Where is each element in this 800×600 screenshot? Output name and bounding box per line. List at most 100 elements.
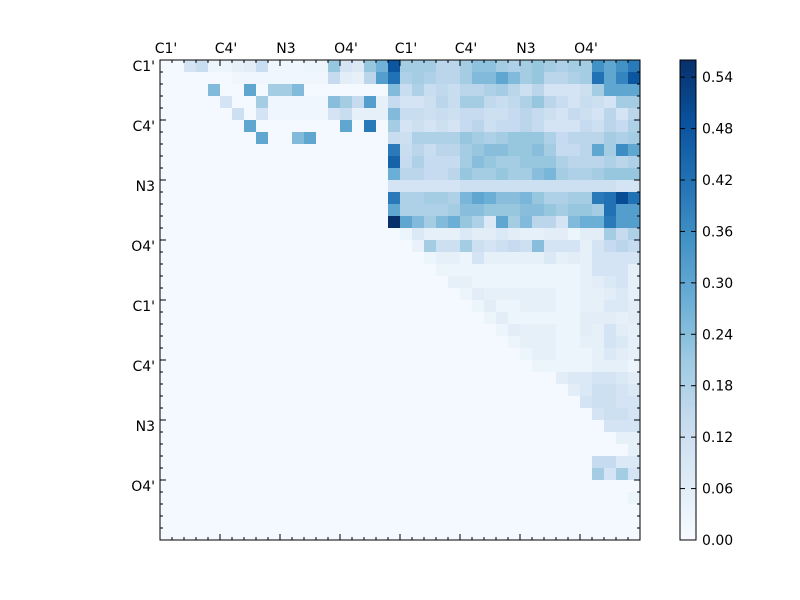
heatmap-cell	[592, 300, 605, 313]
heatmap-cell	[292, 360, 305, 373]
heatmap-cell	[340, 492, 353, 505]
heatmap-cell	[592, 288, 605, 301]
heatmap-cell	[316, 432, 329, 445]
heatmap-cell	[268, 528, 281, 541]
heatmap-cell	[316, 408, 329, 421]
heatmap-cell	[448, 72, 461, 85]
heatmap-cell	[436, 384, 449, 397]
heatmap-cell	[580, 108, 593, 121]
heatmap-cell	[244, 444, 257, 457]
heatmap-cell	[328, 516, 341, 529]
heatmap-cell	[436, 324, 449, 337]
heatmap-cell	[208, 456, 221, 469]
heatmap-cell	[412, 300, 425, 313]
heatmap-cell	[400, 228, 413, 241]
heatmap-cell	[328, 420, 341, 433]
heatmap-cell	[616, 276, 629, 289]
y-tick-label: O4'	[131, 479, 155, 495]
heatmap-cell	[508, 228, 521, 241]
heatmap-cell	[244, 432, 257, 445]
heatmap-cell	[340, 204, 353, 217]
heatmap-cell	[568, 468, 581, 481]
heatmap-cell	[616, 240, 629, 253]
heatmap-cell	[316, 192, 329, 205]
heatmap-cell	[544, 372, 557, 385]
heatmap-cell	[280, 180, 293, 193]
heatmap-cell	[364, 420, 377, 433]
heatmap-cell	[616, 348, 629, 361]
heatmap-cell	[400, 360, 413, 373]
heatmap-cell	[628, 396, 641, 409]
heatmap-cell	[172, 120, 185, 133]
heatmap-cell	[568, 156, 581, 169]
heatmap-cell	[508, 456, 521, 469]
heatmap-cell	[160, 60, 173, 73]
heatmap-cell	[268, 228, 281, 241]
heatmap-cell	[424, 72, 437, 85]
heatmap-cell	[532, 468, 545, 481]
heatmap-cell	[316, 156, 329, 169]
heatmap-cell	[424, 300, 437, 313]
heatmap-cell	[508, 516, 521, 529]
heatmap-cell	[316, 420, 329, 433]
heatmap-cell	[352, 420, 365, 433]
colorbar-tick-label: 0.30	[702, 276, 733, 292]
heatmap-cell	[208, 252, 221, 265]
heatmap-cell	[628, 516, 641, 529]
heatmap-cell	[268, 264, 281, 277]
heatmap-cell	[196, 72, 209, 85]
heatmap-cell	[388, 276, 401, 289]
heatmap-cell	[544, 324, 557, 337]
heatmap-cell	[532, 108, 545, 121]
heatmap-cell	[172, 168, 185, 181]
heatmap-cell	[400, 132, 413, 145]
heatmap-cell	[196, 228, 209, 241]
heatmap-cell	[412, 348, 425, 361]
heatmap-cell	[496, 504, 509, 517]
heatmap-cell	[400, 192, 413, 205]
heatmap-cell	[256, 180, 269, 193]
heatmap-cell	[328, 384, 341, 397]
heatmap-cell	[412, 72, 425, 85]
heatmap-cell	[388, 72, 401, 85]
heatmap-cell	[472, 216, 485, 229]
heatmap-cell	[556, 444, 569, 457]
heatmap-cell	[232, 456, 245, 469]
heatmap-cell	[172, 108, 185, 121]
heatmap-cell	[412, 420, 425, 433]
heatmap-cell	[268, 72, 281, 85]
colorbar-tick-label: 0.12	[702, 430, 733, 446]
heatmap-cell	[184, 396, 197, 409]
heatmap-cell	[256, 96, 269, 109]
heatmap-cell	[604, 516, 617, 529]
heatmap-cell	[496, 216, 509, 229]
heatmap-cell	[232, 516, 245, 529]
heatmap-cell	[268, 504, 281, 517]
heatmap-cell	[532, 84, 545, 97]
heatmap-cell	[544, 336, 557, 349]
heatmap-cell	[220, 492, 233, 505]
heatmap-cell	[160, 384, 173, 397]
heatmap-cell	[280, 240, 293, 253]
heatmap-cell	[220, 504, 233, 517]
heatmap-cell	[292, 252, 305, 265]
heatmap-cell	[208, 492, 221, 505]
heatmap-cell	[592, 504, 605, 517]
heatmap-cell	[196, 468, 209, 481]
heatmap-cell	[580, 384, 593, 397]
heatmap-cell	[508, 168, 521, 181]
heatmap-cell	[628, 408, 641, 421]
heatmap-cell	[220, 408, 233, 421]
heatmap-cell	[508, 528, 521, 541]
heatmap-cell	[232, 372, 245, 385]
heatmap-cell	[412, 216, 425, 229]
heatmap-cell	[196, 144, 209, 157]
heatmap-cell	[436, 84, 449, 97]
heatmap-cell	[592, 120, 605, 133]
heatmap-cell	[292, 180, 305, 193]
heatmap-cell	[628, 384, 641, 397]
heatmap-cell	[568, 84, 581, 97]
heatmap-cell	[400, 480, 413, 493]
heatmap-cell	[616, 504, 629, 517]
heatmap-cell	[364, 360, 377, 373]
